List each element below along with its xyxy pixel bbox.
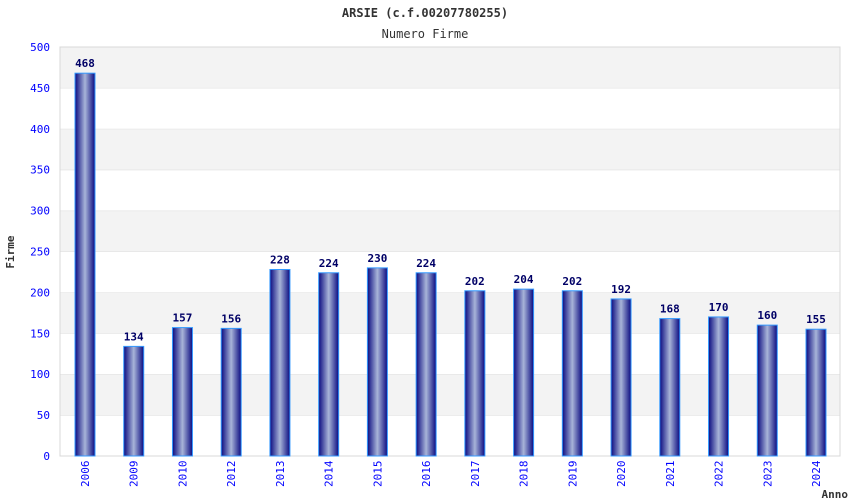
bar (659, 318, 681, 457)
data-label: 468 (75, 57, 95, 70)
bar (269, 268, 291, 457)
data-label: 134 (124, 330, 144, 343)
x-tick-label: 2017 (469, 461, 482, 488)
x-tick-label: 2023 (761, 461, 774, 488)
x-tick-label: 2021 (664, 461, 677, 488)
bar (220, 327, 242, 457)
x-tick-label: 2019 (566, 461, 579, 488)
bar (805, 328, 827, 457)
grid-band (60, 251, 840, 293)
chart-subtitle: Numero Firme (382, 27, 469, 41)
bar (513, 288, 535, 457)
x-tick-label: 2013 (274, 461, 287, 488)
grid-band (60, 169, 840, 211)
y-tick-label: 450 (30, 82, 50, 95)
x-tick-label: 2022 (713, 461, 726, 488)
y-tick-label: 350 (30, 164, 50, 177)
grid-band (60, 47, 840, 88)
bar (610, 298, 632, 457)
bar (123, 345, 145, 457)
data-label: 202 (562, 275, 582, 288)
x-tick-label: 2018 (518, 461, 531, 488)
y-tick-label: 0 (43, 450, 50, 463)
x-axis-label: Anno (822, 488, 849, 500)
grid-band (60, 87, 840, 129)
bar (464, 290, 486, 457)
bar (708, 316, 730, 457)
plot-frame (59, 46, 841, 457)
y-tick-label: 100 (30, 368, 50, 381)
bar (171, 327, 193, 457)
data-label: 202 (465, 275, 485, 288)
bar (74, 72, 96, 457)
x-tick-label: 2020 (615, 461, 628, 488)
x-tick-label: 2024 (810, 460, 823, 487)
data-label: 168 (660, 303, 680, 316)
data-label: 192 (611, 283, 631, 296)
y-tick-label: 400 (30, 123, 50, 136)
grid-band (60, 210, 840, 252)
grid-band (60, 128, 840, 170)
bar (318, 272, 340, 457)
bar (415, 272, 437, 457)
y-tick-label: 200 (30, 286, 50, 299)
y-tick-label: 300 (30, 205, 50, 218)
x-tick-label: 2016 (420, 461, 433, 488)
x-tick-label: 2010 (176, 461, 189, 488)
data-label: 155 (806, 313, 826, 326)
x-tick-label: 2015 (371, 461, 384, 488)
bar (366, 267, 388, 457)
chart-title: ARSIE (c.f.00207780255) (342, 6, 508, 20)
bar (561, 290, 583, 457)
y-tick-label: 500 (30, 41, 50, 54)
x-tick-label: 2014 (323, 460, 336, 487)
data-label: 157 (173, 312, 193, 325)
data-label: 170 (709, 301, 729, 314)
bar (756, 324, 778, 457)
data-label: 230 (367, 252, 387, 265)
y-tick-label: 150 (30, 327, 50, 340)
x-tick-label: 2009 (128, 461, 141, 488)
y-tick-label: 50 (37, 409, 50, 422)
y-tick-label: 250 (30, 246, 50, 259)
data-label: 228 (270, 253, 290, 266)
x-tick-label: 2012 (225, 461, 238, 488)
data-label: 224 (416, 257, 436, 270)
data-label: 160 (757, 309, 777, 322)
data-label: 224 (319, 257, 339, 270)
x-tick-label: 2006 (79, 461, 92, 488)
data-label: 204 (514, 273, 534, 286)
y-axis-label: Firme (4, 235, 17, 268)
data-label: 156 (221, 312, 241, 325)
